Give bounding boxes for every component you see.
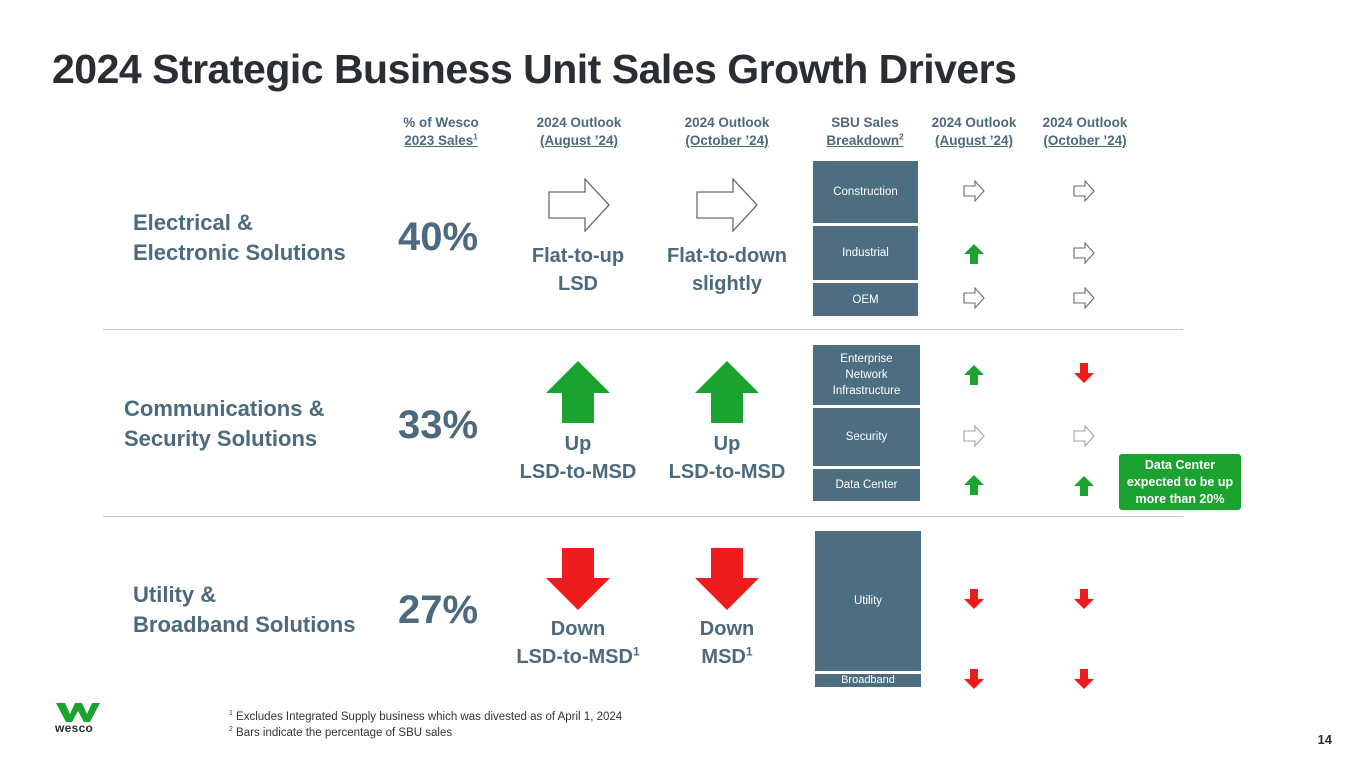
col-header-aug: 2024 Outlook (August ’24): [536, 115, 622, 148]
page-number: 14: [1317, 732, 1332, 747]
col-header-pct: % of Wesco 2023 Sales1: [403, 115, 479, 148]
outline-right-arrow-icon: [548, 178, 610, 232]
outline-right-arrow-icon: [963, 180, 985, 202]
sbu-bar-construction: Construction: [813, 161, 918, 223]
outlook-aug: Down LSD-to-MSD1: [516, 618, 640, 668]
col-header-sbu: SBU Sales Breakdown2: [826, 115, 904, 148]
green-up-arrow-icon: [695, 361, 759, 423]
data-center-callout: Data Center expected to be up more than …: [1119, 454, 1241, 510]
red-down-arrow-icon: [1074, 589, 1094, 609]
segment-name: Communications & Security Solutions: [124, 396, 325, 451]
segment-name: Utility & Broadband Solutions: [133, 582, 356, 637]
outline-right-arrow-icon: [963, 287, 985, 309]
divider: [103, 516, 1183, 517]
green-up-arrow-icon: [1074, 476, 1094, 496]
outlook-oct: Down MSD1: [699, 618, 755, 668]
red-down-arrow-icon: [964, 669, 984, 689]
col-header-oct-sbu: 2024 Outlook (October ’24): [1042, 115, 1128, 148]
green-up-arrow-icon: [964, 244, 984, 264]
segment-pct: 33%: [398, 403, 479, 447]
col-header-aug-sbu: 2024 Outlook (August ’24): [931, 115, 1017, 148]
sbu-bar-security: Security: [813, 408, 920, 466]
red-down-arrow-icon: [1074, 669, 1094, 689]
outline-right-arrow-icon: [1073, 425, 1095, 447]
outline-right-arrow-icon: [963, 425, 985, 447]
outline-right-arrow-icon: [1073, 242, 1095, 264]
outlook-aug: Flat-to-up LSD: [531, 245, 625, 295]
sbu-bar-enterprise-network-infrastructure: Enterprise Network Infrastructure: [813, 345, 920, 405]
wesco-logo-icon: [56, 703, 100, 722]
footnotes: 1 Excludes Integrated Supply business wh…: [229, 709, 622, 741]
red-down-arrow-icon: [546, 548, 610, 610]
outline-right-arrow-icon: [696, 178, 758, 232]
red-down-arrow-icon: [964, 589, 984, 609]
segment-pct: 40%: [398, 215, 479, 259]
outline-right-arrow-icon: [1073, 287, 1095, 309]
red-down-arrow-icon: [1074, 363, 1094, 383]
segment-pct: 27%: [398, 588, 479, 632]
footnote-1: 1 Excludes Integrated Supply business wh…: [229, 710, 623, 723]
logo-text: wesco: [55, 721, 94, 735]
footnote-2: 2 Bars indicate the percentage of SBU sa…: [229, 726, 453, 739]
outlook-oct: Flat-to-down slightly: [667, 245, 787, 295]
sbu-bar-oem: OEM: [813, 283, 918, 316]
outline-right-arrow-icon: [1073, 180, 1095, 202]
divider: [103, 329, 1183, 330]
sbu-bar-data-center: Data Center: [813, 469, 920, 501]
sbu-bar-utility: Utility: [815, 531, 921, 671]
outlook-aug: Up LSD-to-MSD: [519, 433, 637, 483]
col-header-oct: 2024 Outlook (October ’24): [684, 115, 770, 148]
green-up-arrow-icon: [546, 361, 610, 423]
sbu-bar-industrial: Industrial: [813, 226, 918, 280]
page-title: 2024 Strategic Business Unit Sales Growt…: [52, 46, 1017, 92]
green-up-arrow-icon: [964, 475, 984, 495]
segment-name: Electrical & Electronic Solutions: [133, 210, 346, 265]
outlook-oct: Up LSD-to-MSD: [668, 433, 786, 483]
sbu-bar-broadband: Broadband: [815, 674, 921, 687]
green-up-arrow-icon: [964, 365, 984, 385]
red-down-arrow-icon: [695, 548, 759, 610]
